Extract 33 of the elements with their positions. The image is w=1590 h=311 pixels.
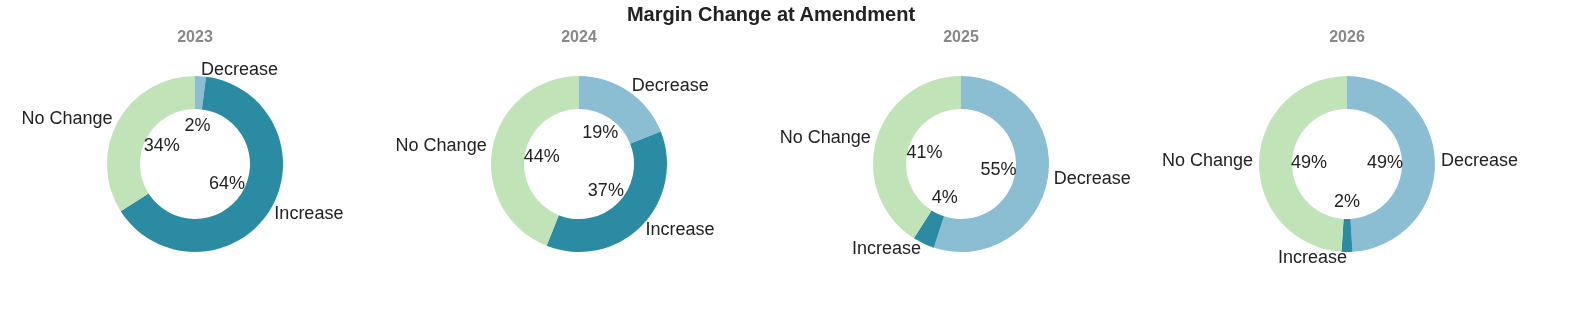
- data-label: 64%: [209, 173, 246, 194]
- donut-slice: [491, 76, 579, 246]
- slice-label: No Change: [1161, 150, 1254, 171]
- slice-label: Decrease: [200, 59, 278, 80]
- slice-label: Decrease: [631, 75, 709, 96]
- chart-title: 2024: [561, 28, 597, 45]
- donut-slice: [873, 76, 961, 239]
- data-label: 2%: [184, 115, 211, 136]
- data-label: 49%: [1366, 151, 1403, 172]
- data-label: 34%: [143, 134, 180, 155]
- data-label: 19%: [582, 121, 619, 142]
- slice-label: Increase: [645, 219, 715, 240]
- data-label: 37%: [587, 179, 624, 200]
- text: Margin Change at Amendment: [626, 3, 916, 25]
- slice-label: Increase: [1277, 247, 1347, 267]
- data-label: 55%: [980, 158, 1017, 179]
- slice-label: No Change: [779, 126, 871, 147]
- slice-label: Decrease: [1053, 167, 1131, 188]
- donut-slice: [195, 76, 207, 110]
- data-label: 44%: [523, 145, 560, 166]
- data-label: 2%: [1333, 191, 1361, 211]
- data-label: 41%: [906, 142, 943, 163]
- chart-title: 2025: [943, 28, 979, 45]
- chart-title: 2026: [1329, 28, 1365, 45]
- chart-title: 2023: [177, 28, 213, 45]
- data-label: 49%: [1291, 151, 1328, 172]
- slice-label: Increase: [851, 238, 921, 259]
- slice-label: Increase: [274, 203, 344, 224]
- slice-label: No Change: [21, 107, 113, 128]
- slice-label: No Change: [395, 135, 487, 156]
- donut-slice: [1341, 218, 1353, 252]
- data-label: 4%: [931, 187, 958, 208]
- slice-label: Decrease: [1440, 150, 1518, 171]
